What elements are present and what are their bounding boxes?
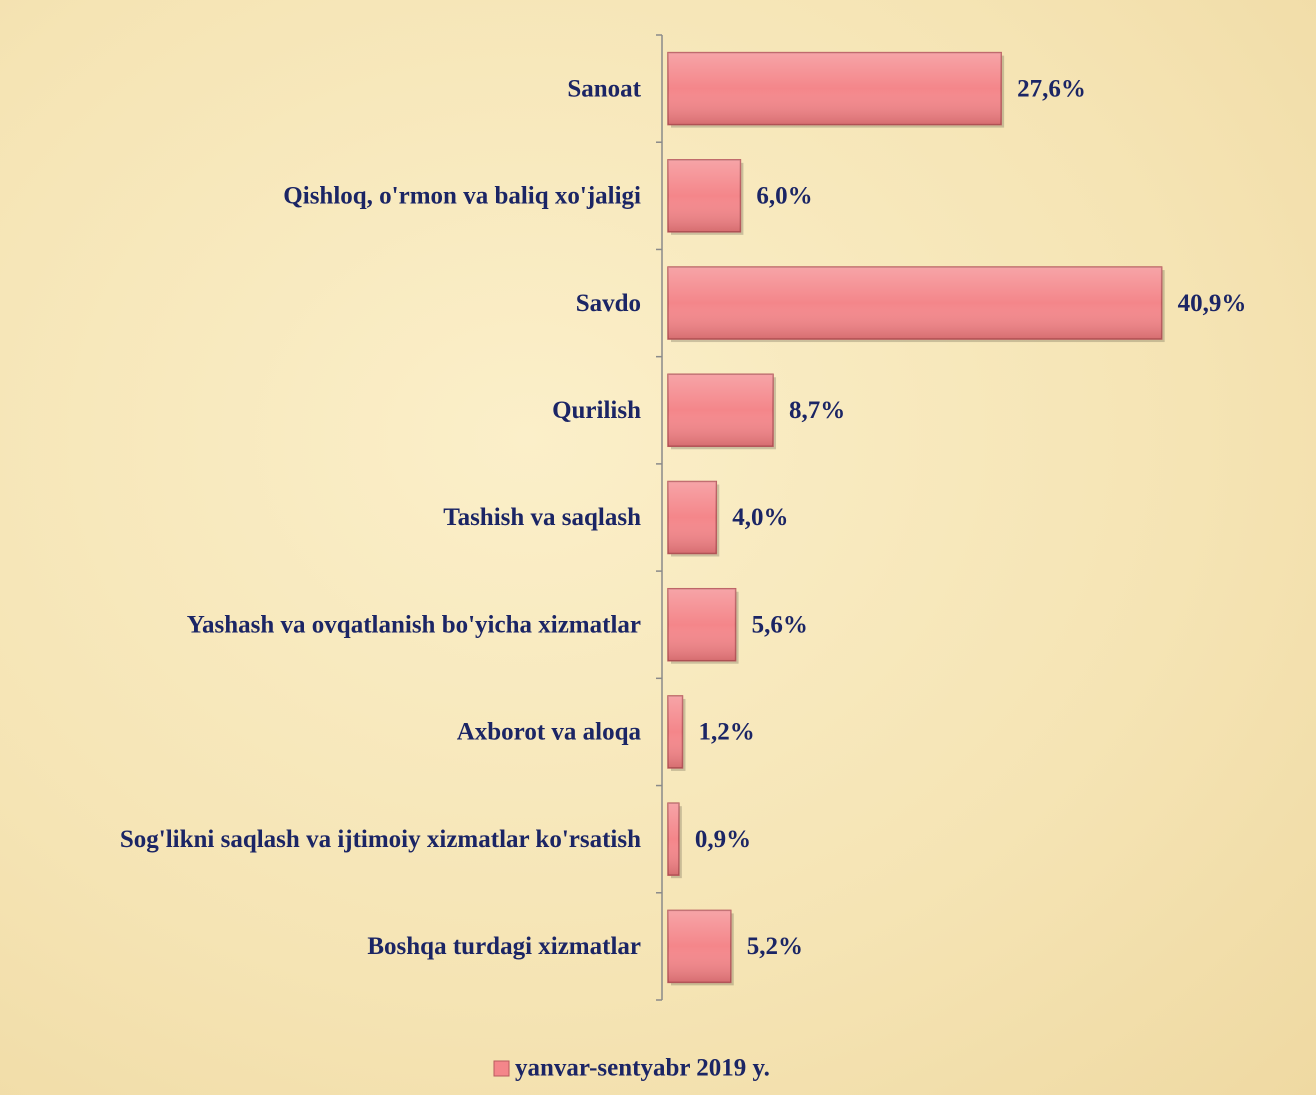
category-label: Boshqa turdagi xizmatlar: [367, 933, 641, 960]
bar-highlight: [668, 910, 731, 983]
value-label: 8,7%: [789, 397, 845, 424]
bar-highlight: [668, 52, 1002, 125]
category-label: Qishloq, o'rmon va baliq xo'jaligi: [283, 183, 641, 210]
bar-highlight: [668, 267, 1162, 340]
bar-highlight: [668, 374, 774, 447]
value-label: 0,9%: [695, 826, 751, 853]
value-label: 27,6%: [1017, 75, 1086, 102]
category-label: Savdo: [576, 290, 641, 317]
legend-label: yanvar-sentyabr 2019 y.: [515, 1055, 770, 1082]
value-label: 40,9%: [1178, 290, 1247, 317]
bar-highlight: [668, 588, 736, 661]
category-label: Qurilish: [552, 397, 641, 424]
bar-highlight: [668, 803, 679, 876]
value-label: 6,0%: [756, 183, 812, 210]
category-label: Tashish va saqlash: [443, 504, 641, 531]
category-label: Sanoat: [567, 75, 641, 102]
value-label: 5,2%: [747, 933, 803, 960]
value-label: 1,2%: [698, 719, 754, 746]
category-label: Sog'likni saqlash va ijtimoiy xizmatlar …: [120, 826, 641, 853]
bar-highlight: [668, 695, 683, 768]
bar-highlight: [668, 481, 717, 554]
legend-swatch: [493, 1060, 510, 1077]
category-label: Axborot va aloqa: [457, 719, 642, 746]
category-label: Yashash va ovqatlanish bo'yicha xizmatla…: [187, 611, 641, 638]
value-label: 4,0%: [732, 504, 788, 531]
value-label: 5,6%: [752, 611, 808, 638]
bar-highlight: [668, 159, 741, 232]
